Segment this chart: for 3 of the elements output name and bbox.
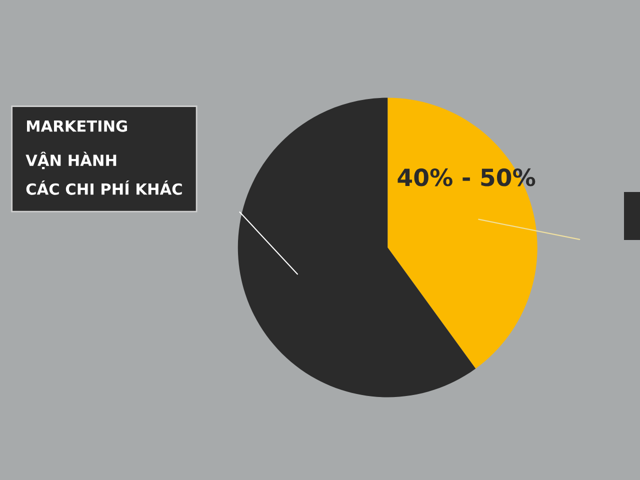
pie-slice (388, 98, 538, 369)
category-label: MARKETING VẬN HÀNH CÁC CHI PHÍ KHÁC (26, 120, 182, 195)
pie-slice (238, 98, 476, 398)
